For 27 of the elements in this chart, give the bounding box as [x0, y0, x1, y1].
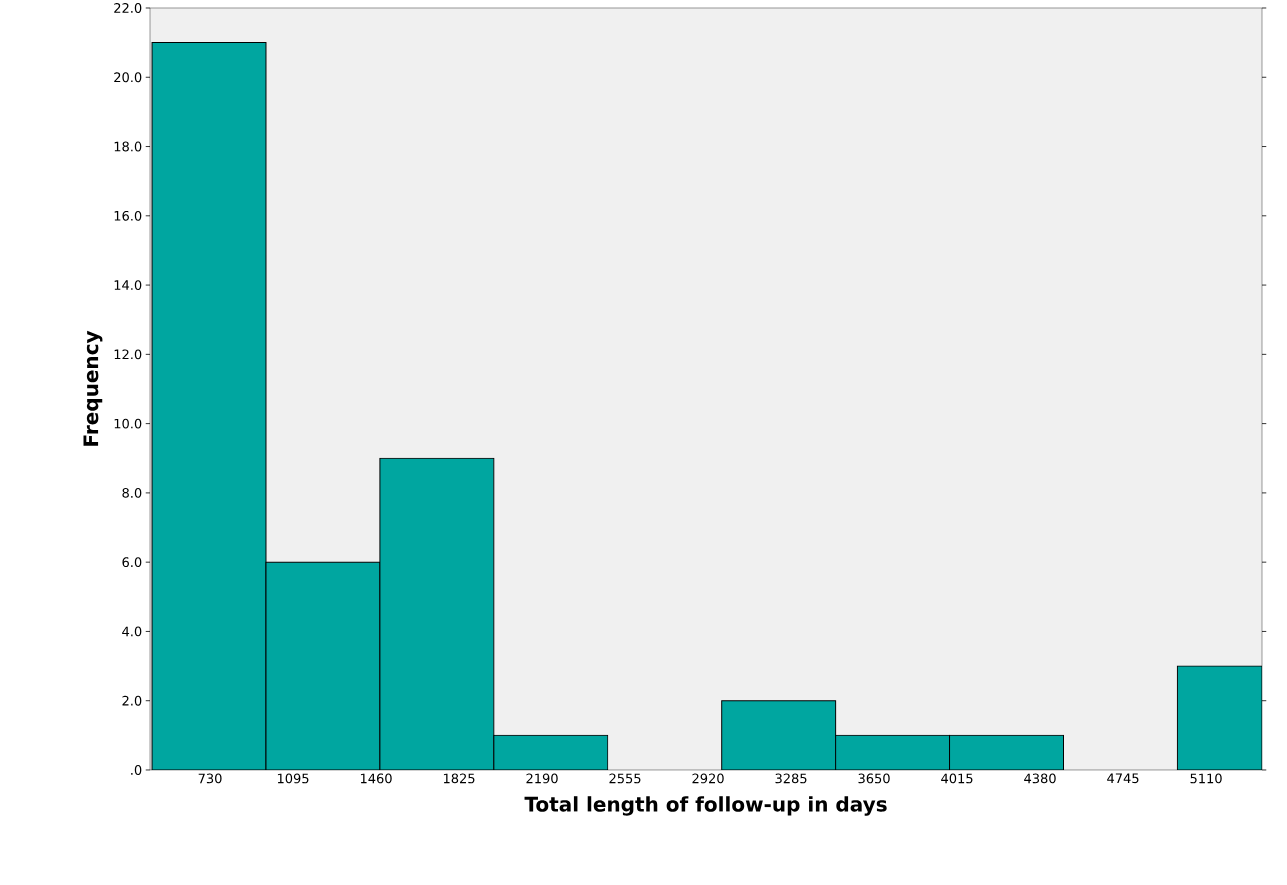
x-tick-label: 3285	[775, 773, 807, 784]
y-tick-label: 2.0	[122, 695, 142, 706]
y-tick-label: .0	[131, 765, 142, 775]
y-tick-label: 10.0	[114, 418, 142, 429]
y-tick-label: 20.0	[114, 72, 142, 83]
y-axis-title: Frequency	[83, 330, 103, 446]
x-tick-label: 4015	[941, 773, 973, 784]
x-tick-label: 1825	[443, 773, 475, 784]
x-tick-label: 3650	[858, 773, 890, 784]
y-tick-label: 6.0	[122, 557, 142, 568]
y-tick-label: 14.0	[114, 280, 142, 290]
y-tick-label: 4.0	[122, 626, 142, 637]
x-axis-title: Total length of follow-up in days	[524, 796, 887, 816]
y-tick-label: 8.0	[122, 487, 142, 498]
x-tick-label: 2920	[692, 773, 724, 784]
x-tick-label: 1095	[277, 773, 309, 784]
x-tick-label: 4380	[1024, 773, 1056, 784]
y-tick-label: 18.0	[114, 141, 142, 152]
y-tick-label: 16.0	[114, 210, 142, 221]
y-tick-label: 22.0	[114, 3, 142, 13]
x-tick-label: 730	[198, 773, 222, 784]
x-tick-label: 1460	[360, 773, 392, 784]
x-tick-label: 4745	[1107, 773, 1139, 784]
x-tick-label: 2555	[609, 773, 641, 784]
x-tick-label: 5110	[1190, 773, 1222, 784]
x-tick-label: 2190	[526, 773, 558, 784]
y-tick-label: 12.0	[114, 349, 142, 360]
